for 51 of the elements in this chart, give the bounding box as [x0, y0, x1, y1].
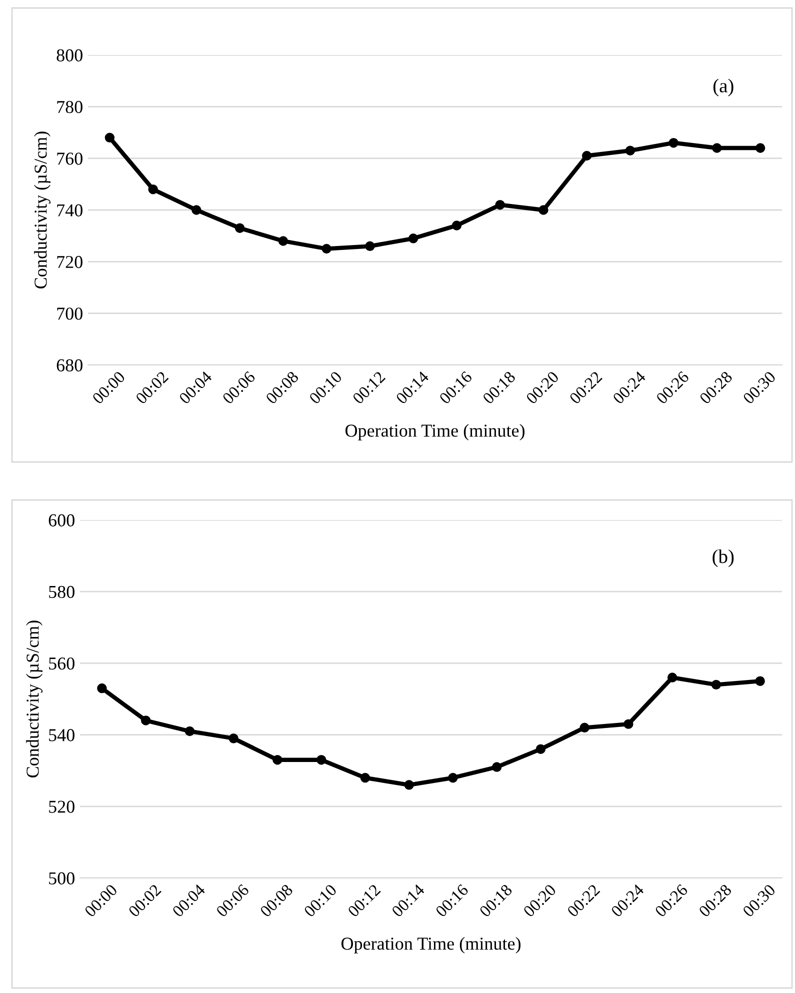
point	[97, 683, 107, 694]
point	[711, 680, 722, 690]
point	[148, 184, 158, 194]
y-tick-label: 500	[49, 872, 74, 884]
point	[365, 241, 375, 252]
point	[448, 772, 458, 783]
y-axis-title: Conductivity (µS/cm)	[34, 132, 50, 288]
y-tick-label: 720	[57, 256, 82, 268]
point	[536, 744, 546, 754]
y-tick-label: 680	[56, 359, 82, 372]
point	[668, 138, 678, 148]
y-tick-label: 520	[49, 800, 74, 813]
point	[538, 205, 548, 215]
y-tick-label: 700	[57, 308, 82, 320]
point	[712, 143, 722, 153]
point	[140, 716, 151, 726]
point	[624, 719, 634, 729]
y-tick-label: 600	[48, 514, 74, 526]
point	[404, 780, 414, 790]
point	[582, 150, 592, 161]
x-axis-title: Operation Time (minute)	[341, 937, 520, 954]
point	[322, 244, 332, 254]
y-tick-label: 560	[49, 657, 74, 670]
point	[316, 755, 326, 765]
point	[234, 223, 245, 233]
point	[184, 726, 195, 736]
point	[495, 200, 505, 210]
point	[272, 755, 282, 765]
point	[452, 220, 462, 230]
point	[278, 236, 288, 246]
point	[104, 132, 115, 143]
point	[755, 143, 766, 153]
point	[192, 205, 202, 215]
y-tick-label: 760	[57, 152, 82, 165]
point	[408, 234, 418, 244]
y-axis-title: Conductivity (µS/cm)	[26, 620, 42, 778]
point	[492, 762, 502, 772]
y-tick-label: 740	[57, 204, 82, 216]
y-tick-label: 540	[49, 729, 74, 742]
point	[755, 676, 765, 686]
point	[625, 146, 636, 156]
x-axis-title: Operation Time (minute)	[345, 424, 524, 440]
y-tick-label: 800	[56, 49, 82, 62]
point	[667, 672, 678, 682]
point	[580, 722, 590, 732]
annotation: (b)	[712, 549, 734, 568]
point	[228, 734, 238, 744]
y-tick-label: 580	[49, 586, 74, 598]
y-tick-label: 780	[57, 100, 82, 114]
point	[360, 772, 370, 783]
annotation: (a)	[713, 78, 734, 96]
